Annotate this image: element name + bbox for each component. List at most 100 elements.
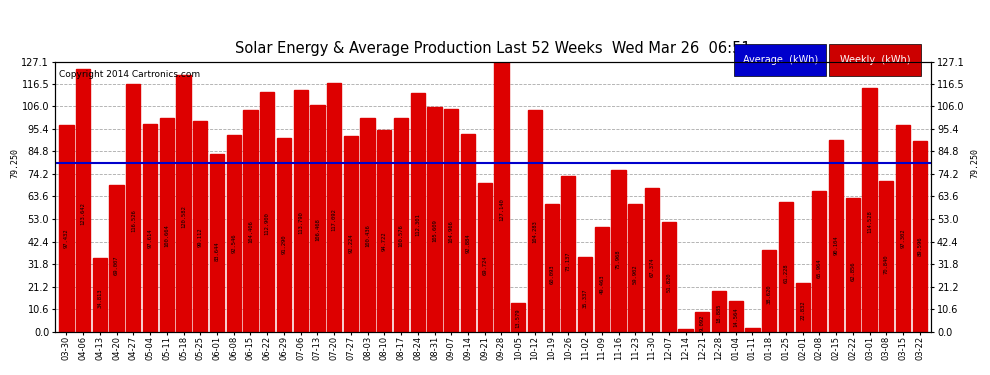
Bar <box>644 189 659 332</box>
Text: 13.579: 13.579 <box>516 309 521 328</box>
Text: 49.463: 49.463 <box>599 274 604 294</box>
Bar <box>294 90 308 332</box>
Text: 91.290: 91.290 <box>281 235 286 254</box>
Text: 100.576: 100.576 <box>399 224 404 247</box>
Bar <box>812 192 827 332</box>
Bar <box>394 118 408 332</box>
Text: 69.007: 69.007 <box>114 256 119 275</box>
Text: 97.302: 97.302 <box>901 229 906 248</box>
Text: 97.614: 97.614 <box>148 228 152 248</box>
Bar <box>661 222 676 332</box>
Text: 123.642: 123.642 <box>80 202 86 225</box>
Text: 60.093: 60.093 <box>549 264 554 284</box>
Bar <box>544 204 558 332</box>
Text: 79.250: 79.250 <box>11 148 20 178</box>
Bar <box>76 69 90 332</box>
Text: 18.885: 18.885 <box>717 304 722 323</box>
Bar <box>595 226 609 332</box>
Text: 112.301: 112.301 <box>415 213 421 236</box>
Text: 120.582: 120.582 <box>181 205 186 228</box>
Text: 65.964: 65.964 <box>817 259 822 278</box>
Text: 104.966: 104.966 <box>448 220 453 243</box>
Bar <box>244 110 257 332</box>
Bar <box>110 185 124 332</box>
Bar <box>477 183 492 332</box>
Bar <box>612 170 626 332</box>
Text: 35.337: 35.337 <box>582 288 588 308</box>
Bar <box>779 201 793 332</box>
Bar <box>210 154 224 332</box>
Text: Weekly  (kWh): Weekly (kWh) <box>840 55 910 65</box>
Bar <box>344 136 358 332</box>
Bar <box>143 124 157 332</box>
Text: 79.250: 79.250 <box>971 148 980 178</box>
Bar <box>762 249 776 332</box>
Bar <box>845 198 860 332</box>
Bar <box>913 141 927 332</box>
Text: 97.432: 97.432 <box>64 229 69 248</box>
Text: 94.722: 94.722 <box>382 231 387 251</box>
Text: 99.112: 99.112 <box>198 227 203 247</box>
Text: 127.140: 127.140 <box>499 199 504 221</box>
Text: 61.228: 61.228 <box>783 263 788 283</box>
Bar <box>494 62 509 332</box>
Text: 59.902: 59.902 <box>633 265 638 284</box>
Text: 89.596: 89.596 <box>918 236 923 256</box>
Bar <box>678 329 693 332</box>
Text: 100.664: 100.664 <box>164 224 169 247</box>
Text: 9.092: 9.092 <box>700 315 705 331</box>
Text: 117.092: 117.092 <box>332 208 337 231</box>
Text: Copyright 2014 Cartronics.com: Copyright 2014 Cartronics.com <box>59 70 200 79</box>
Bar <box>879 181 893 332</box>
Bar <box>277 138 291 332</box>
Bar <box>712 291 726 332</box>
Bar <box>411 93 425 332</box>
Text: 104.406: 104.406 <box>248 220 253 243</box>
Bar <box>511 303 526 332</box>
Text: 73.137: 73.137 <box>566 252 571 272</box>
Text: 14.564: 14.564 <box>734 308 739 327</box>
Text: 51.820: 51.820 <box>666 272 671 292</box>
Text: 90.104: 90.104 <box>834 236 839 255</box>
Text: 114.528: 114.528 <box>867 211 872 234</box>
Text: 22.832: 22.832 <box>800 300 805 320</box>
Bar <box>445 109 458 332</box>
Text: 34.813: 34.813 <box>97 288 102 308</box>
Bar <box>59 124 73 332</box>
Bar <box>862 88 877 332</box>
Text: 38.620: 38.620 <box>766 285 771 304</box>
Text: 69.724: 69.724 <box>482 255 487 274</box>
Bar <box>629 204 643 332</box>
Bar <box>428 107 442 332</box>
Bar <box>126 84 141 332</box>
Text: 83.644: 83.644 <box>215 242 220 261</box>
Bar <box>461 134 475 332</box>
Bar <box>360 118 374 332</box>
Bar <box>227 135 241 332</box>
Text: Average  (kWh): Average (kWh) <box>742 55 818 65</box>
Bar <box>745 328 759 332</box>
Text: 70.840: 70.840 <box>884 254 889 274</box>
Text: 113.790: 113.790 <box>298 211 303 234</box>
Text: 92.546: 92.546 <box>232 233 237 253</box>
Bar <box>176 75 191 332</box>
Bar <box>796 283 810 332</box>
Bar <box>578 256 592 332</box>
Bar <box>896 125 910 332</box>
Text: 116.526: 116.526 <box>131 209 136 232</box>
Text: 105.609: 105.609 <box>432 219 437 242</box>
FancyBboxPatch shape <box>829 44 921 76</box>
Bar <box>377 130 391 332</box>
Text: 62.856: 62.856 <box>850 262 855 281</box>
Bar <box>193 121 207 332</box>
Bar <box>327 83 342 332</box>
Bar <box>729 301 742 332</box>
Bar <box>93 258 107 332</box>
Bar <box>829 140 843 332</box>
Text: 92.884: 92.884 <box>465 233 470 252</box>
Text: 112.900: 112.900 <box>264 212 269 235</box>
Bar <box>561 176 575 332</box>
Text: 104.283: 104.283 <box>533 220 538 243</box>
Text: 75.968: 75.968 <box>616 249 621 269</box>
Text: 92.224: 92.224 <box>348 234 353 253</box>
